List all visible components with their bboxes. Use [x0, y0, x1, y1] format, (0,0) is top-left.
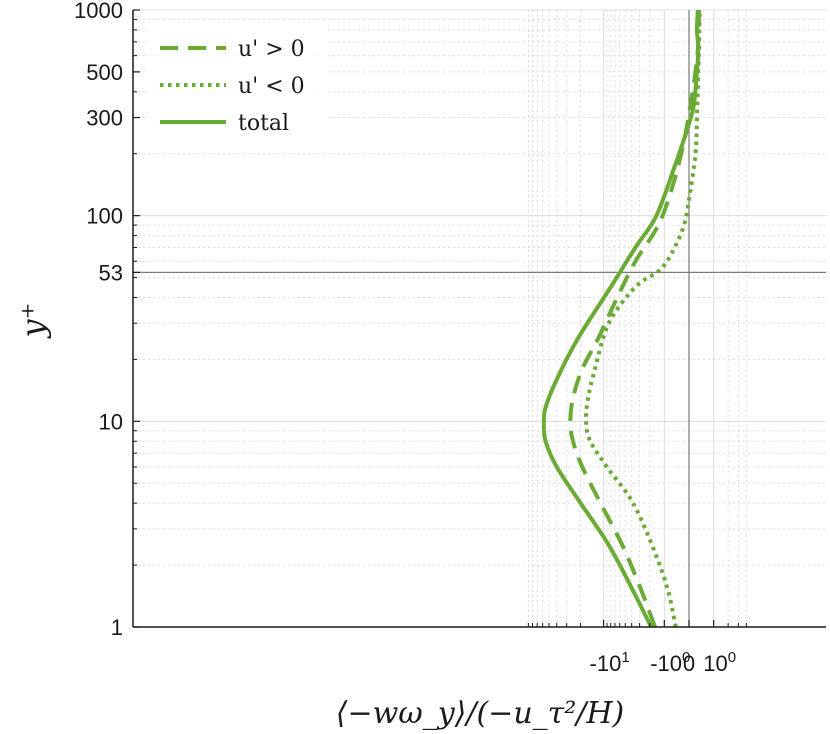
legend: u' > 0 u' < 0 total	[146, 28, 326, 140]
x-tick-label: 0	[683, 651, 695, 676]
legend-label: u' < 0	[238, 74, 305, 99]
x-tick-label: 100	[703, 649, 736, 676]
legend-label: total	[238, 111, 289, 136]
y-tick-label: 10	[99, 409, 123, 434]
legend-label: u' > 0	[238, 37, 305, 62]
x-tick-label: -101	[590, 649, 630, 676]
series-line-solid	[541, 9, 701, 628]
x-axis-title: ⟨−wω_y⟩/(−u_τ²/H)	[336, 696, 625, 731]
series-line-dotted	[584, 9, 702, 628]
y-tick-label: 500	[86, 60, 123, 85]
series-layer	[541, 9, 702, 628]
y-tick-label: 100	[86, 204, 123, 229]
y-axis-title: y⁺	[14, 303, 52, 340]
series-line-dashed	[568, 9, 701, 628]
y-tick-label: 1	[111, 615, 123, 640]
y-tick-label: 53	[99, 260, 123, 285]
tick-labels: 1 10 53 100 300 500 1000 -101 -1000 100	[74, 0, 736, 676]
reference-lines	[133, 10, 826, 627]
axes	[132, 9, 826, 628]
y-tick-label: 300	[86, 106, 123, 131]
x-tick-label: -100	[650, 649, 690, 676]
y-tick-label: 1000	[74, 0, 123, 23]
